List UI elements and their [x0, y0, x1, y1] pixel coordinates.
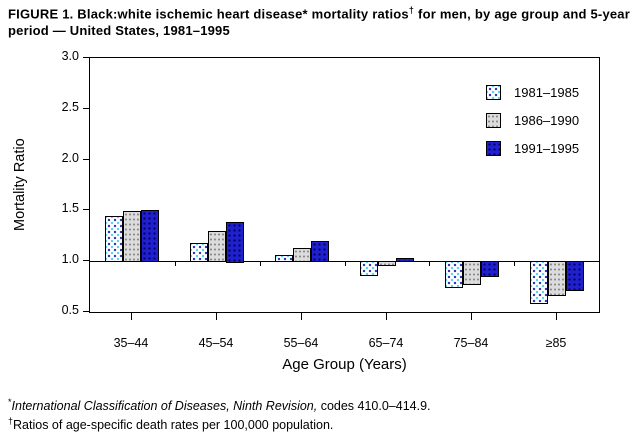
baseline-boundary-tick: [514, 261, 515, 266]
y-axis-tick-label: 2.5: [61, 99, 79, 114]
y-axis-tick-label: 3.0: [61, 49, 79, 63]
bar-1991-1995-65–74: [396, 258, 414, 262]
bar-1981-1985-75–84: [445, 261, 463, 288]
footnotes: *International Classification of Disease…: [8, 395, 431, 433]
x-axis-tick: [471, 313, 472, 320]
baseline-boundary-tick: [260, 261, 261, 266]
legend-swatch: [486, 140, 501, 156]
x-axis-tick: [386, 313, 387, 320]
footnote-icd-text: codes 410.0–414.9.: [317, 399, 431, 414]
plot-area: 1981–1985 1986–1990 1991–1995: [89, 57, 600, 313]
category-label: 65–74: [368, 336, 404, 350]
baseline-boundary-tick: [175, 261, 176, 266]
x-axis-tick: [131, 313, 132, 320]
bar-1991-1995-75–84: [481, 261, 499, 277]
footnote-ratios-text: Ratios of age-specific death rates per 1…: [13, 418, 334, 433]
title-dagger-symbol: †: [408, 5, 415, 15]
category-label: 35–44: [113, 336, 149, 350]
category-label: ≥85: [545, 336, 567, 350]
x-axis-tick: [216, 313, 217, 320]
bar-1986-1990-35–44: [123, 211, 141, 262]
legend-item: 1991–1995: [486, 134, 579, 162]
legend: 1981–1985 1986–1990 1991–1995: [486, 78, 579, 162]
bar-1981-1985-55–64: [275, 255, 293, 262]
legend-swatch: [486, 112, 501, 128]
baseline-boundary-tick: [345, 261, 346, 266]
bar-1986-1990-55–64: [293, 248, 311, 262]
legend-label: 1991–1995: [514, 140, 580, 156]
bar-1981-1985-35–44: [105, 216, 123, 262]
y-axis-tick: [83, 57, 89, 58]
bar-1991-1995-35–44: [141, 210, 159, 262]
legend-label: 1986–1990: [514, 112, 580, 128]
figure-title-text: FIGURE 1. Black:white ischemic heart dis…: [8, 6, 409, 22]
footnote-icd: *International Classification of Disease…: [8, 395, 431, 414]
bar-1986-1990-≥85: [548, 261, 566, 296]
category-label: 55–64: [283, 336, 319, 350]
footnote-dagger-symbol: †: [8, 416, 14, 427]
y-axis-tick-label: 0.5: [61, 303, 79, 317]
bar-1986-1990-45–54: [208, 231, 226, 262]
bar-1991-1995-45–54: [226, 222, 244, 263]
y-axis-tick: [83, 311, 89, 312]
y-axis-tick: [83, 209, 89, 211]
footnote-asterisk-symbol: *: [8, 397, 12, 407]
y-axis-tick: [83, 260, 89, 262]
bar-1981-1985-45–54: [190, 243, 208, 262]
legend-item: 1986–1990: [486, 106, 579, 134]
footnote-ratios: †Ratios of age-specific death rates per …: [8, 414, 431, 433]
bar-1981-1985-65–74: [360, 261, 378, 276]
legend-label: 1981–1985: [514, 84, 580, 100]
bar-1991-1995-≥85: [566, 261, 584, 291]
figure-title: FIGURE 1. Black:white ischemic heart dis…: [8, 5, 630, 40]
x-axis-tick: [556, 313, 557, 320]
baseline-ratio-1: [90, 261, 599, 262]
y-axis-tick-label: 1.0: [61, 252, 79, 267]
baseline-boundary-tick: [429, 261, 430, 266]
y-axis-title: Mortality Ratio: [12, 138, 28, 232]
legend-item: 1981–1985: [486, 78, 579, 106]
y-axis-tick: [83, 158, 89, 160]
x-axis-tick: [301, 313, 302, 320]
figure-title-suffix: for men, by age group and 5-year period …: [8, 6, 630, 39]
legend-swatch: [486, 84, 501, 100]
y-axis-tick-label: 1.5: [61, 201, 79, 216]
bar-1991-1995-55–64: [311, 241, 329, 262]
category-label: 75–84: [453, 336, 489, 350]
footnote-icd-italic: International Classification of Diseases…: [11, 399, 318, 414]
bar-1986-1990-75–84: [463, 261, 481, 285]
bar-1986-1990-65–74: [378, 261, 396, 266]
y-axis-tick-label: 2.0: [61, 150, 79, 165]
category-label: 45–54: [198, 336, 234, 350]
bar-1981-1985-≥85: [530, 261, 548, 304]
x-axis-title: Age Group (Years): [282, 356, 407, 373]
y-axis-tick: [83, 107, 89, 109]
